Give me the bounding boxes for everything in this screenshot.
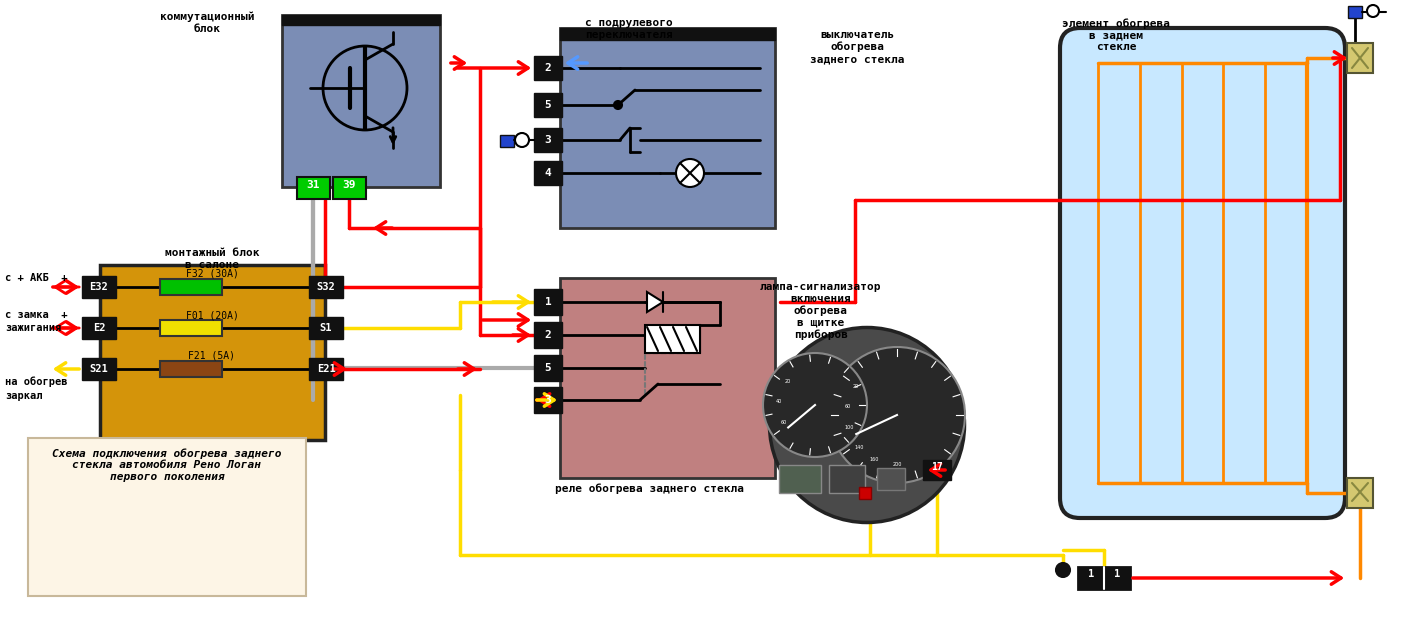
Bar — [1347, 478, 1373, 508]
Bar — [160, 361, 223, 377]
Text: 3: 3 — [545, 395, 552, 405]
Text: E32: E32 — [89, 282, 108, 292]
Text: 100: 100 — [844, 425, 854, 430]
Circle shape — [1367, 5, 1378, 17]
Text: 5: 5 — [545, 100, 552, 110]
Text: Схема подключения обогрева заднего
стекла автомобиля Рено Логан
первого поколени: Схема подключения обогрева заднего стекл… — [52, 448, 282, 482]
Polygon shape — [647, 292, 664, 312]
Text: S21: S21 — [89, 364, 108, 374]
Text: с + АКБ  +: с + АКБ + — [6, 273, 68, 283]
Text: F01 (20A): F01 (20A) — [186, 310, 238, 320]
Text: 4: 4 — [545, 168, 552, 178]
Text: монтажный блок
в салоне: монтажный блок в салоне — [164, 248, 259, 269]
Text: с подрулевого
переключателя: с подрулевого переключателя — [586, 18, 672, 40]
Bar — [309, 276, 343, 298]
Bar — [82, 358, 116, 380]
Bar — [830, 465, 865, 493]
Bar — [1347, 43, 1373, 73]
Text: 140: 140 — [854, 445, 864, 450]
Text: S1: S1 — [319, 323, 332, 333]
Text: 1: 1 — [1115, 569, 1120, 579]
Text: зажигания: зажигания — [6, 323, 61, 333]
Bar — [28, 438, 306, 596]
Circle shape — [515, 133, 529, 147]
Bar — [82, 276, 116, 298]
Text: 1: 1 — [545, 297, 552, 307]
Text: 1: 1 — [1088, 569, 1095, 579]
Text: 160: 160 — [869, 457, 879, 462]
Text: E2: E2 — [92, 323, 105, 333]
Text: F32 (30A): F32 (30A) — [186, 269, 238, 279]
Bar — [535, 387, 562, 413]
Text: 40: 40 — [776, 399, 783, 404]
Bar — [560, 28, 776, 228]
Text: 20: 20 — [852, 384, 859, 389]
Bar — [282, 15, 440, 187]
Text: 60: 60 — [845, 404, 851, 409]
Text: 5: 5 — [545, 363, 552, 373]
Text: 2: 2 — [545, 63, 552, 73]
Text: 60: 60 — [781, 420, 787, 425]
Bar — [923, 460, 951, 480]
Bar — [309, 358, 343, 380]
Bar — [535, 128, 562, 152]
Circle shape — [830, 347, 966, 483]
Text: 3: 3 — [545, 135, 552, 145]
Bar — [535, 322, 562, 348]
Text: F21 (5A): F21 (5A) — [189, 351, 235, 361]
Bar — [501, 135, 513, 147]
Circle shape — [676, 159, 703, 187]
FancyBboxPatch shape — [1061, 28, 1346, 518]
Text: E21: E21 — [316, 364, 336, 374]
Circle shape — [1056, 563, 1071, 577]
Bar — [535, 161, 562, 185]
Bar — [101, 265, 325, 440]
Bar — [282, 15, 440, 25]
Bar — [560, 28, 776, 40]
Bar — [778, 465, 821, 493]
Bar — [535, 355, 562, 381]
Text: с замка  +: с замка + — [6, 310, 68, 320]
Text: лампа-сигнализатор
включения
обогрева
в щитке
приборов: лампа-сигнализатор включения обогрева в … — [760, 282, 882, 340]
Bar — [160, 279, 223, 295]
Text: S32: S32 — [316, 282, 336, 292]
Text: 2: 2 — [545, 330, 552, 340]
Circle shape — [614, 101, 623, 109]
Bar — [160, 320, 223, 336]
Text: элемент обогрева
в заднем
стекле: элемент обогрева в заднем стекле — [1062, 18, 1170, 52]
Bar — [535, 289, 562, 315]
Bar — [859, 487, 871, 499]
Text: 17: 17 — [932, 462, 943, 472]
Circle shape — [323, 46, 407, 130]
Bar — [309, 317, 343, 339]
Text: реле обогрева заднего стекла: реле обогрева заднего стекла — [554, 483, 744, 494]
Text: 200: 200 — [892, 463, 902, 468]
Bar — [645, 325, 700, 353]
Bar — [1349, 6, 1363, 18]
Text: 20: 20 — [784, 379, 791, 384]
Text: заркал: заркал — [6, 391, 43, 401]
Bar — [1078, 567, 1130, 589]
Bar — [535, 93, 562, 117]
Text: выключатель
обогрева
заднего стекла: выключатель обогрева заднего стекла — [810, 30, 905, 64]
Circle shape — [763, 353, 866, 457]
Bar — [296, 177, 330, 199]
Text: 31: 31 — [306, 180, 319, 190]
Bar — [535, 56, 562, 80]
Text: коммутационный
блок: коммутационный блок — [160, 12, 254, 34]
Bar — [82, 317, 116, 339]
Ellipse shape — [770, 328, 964, 522]
Bar — [560, 278, 776, 478]
Text: на обогрев: на обогрев — [6, 377, 68, 388]
Text: 39: 39 — [342, 180, 356, 190]
Bar — [876, 468, 905, 490]
Bar — [333, 177, 366, 199]
